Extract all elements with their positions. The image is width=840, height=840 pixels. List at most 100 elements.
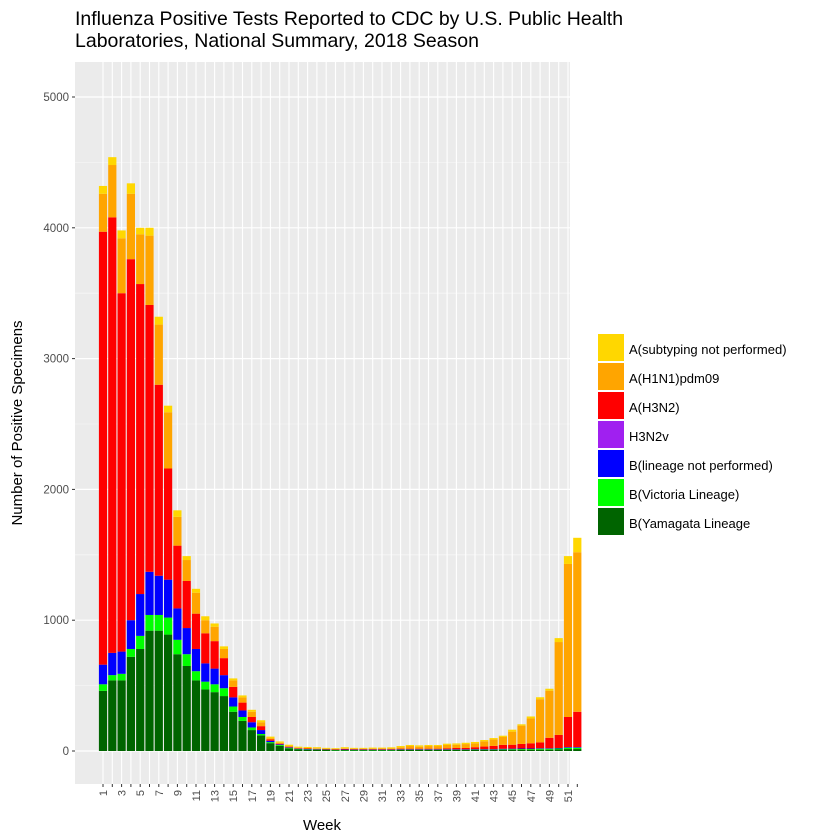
- bar-segment: [164, 412, 173, 469]
- bar-segment: [145, 235, 154, 305]
- x-tick-label: 5: [135, 790, 147, 796]
- bar-segment: [275, 745, 284, 751]
- bar-segment: [98, 193, 108, 232]
- x-tick-label: 27: [340, 790, 352, 802]
- bar-segment: [470, 749, 480, 750]
- bar-segment: [312, 749, 321, 751]
- bar-segment: [359, 749, 368, 750]
- bar-segment: [424, 746, 433, 749]
- bar-segment: [396, 749, 405, 750]
- x-axis: 1 3 5 7 9 11 13 15 17 19 21 23 25 27 29 31 33 35 37 39 41 43 4…: [98, 784, 578, 802]
- bar-segment: [257, 722, 266, 727]
- x-tick-label: 25: [321, 790, 333, 802]
- bar-segment: [461, 747, 470, 750]
- bar-segment: [545, 688, 554, 691]
- bar-segment: [229, 706, 238, 712]
- bar-segment: [182, 654, 191, 666]
- x-tick-label: 17: [247, 790, 259, 802]
- bar-segment: [173, 516, 182, 546]
- y-tick-label: 2000: [43, 484, 69, 496]
- bar-segment: [359, 749, 368, 751]
- bar-segment: [154, 630, 163, 751]
- bar-segment: [312, 748, 321, 750]
- bar-segment: [201, 620, 210, 634]
- bar-segment: [266, 740, 275, 743]
- bar-segment: [247, 711, 256, 717]
- bar-segment: [322, 749, 331, 751]
- bar-segment: [182, 556, 191, 561]
- bar-segment: [480, 749, 489, 750]
- bar-segment: [201, 633, 210, 664]
- x-tick-label: 31: [377, 790, 389, 802]
- x-tick-label: 21: [284, 790, 296, 802]
- bar-segment: [229, 697, 238, 707]
- bar-segment: [443, 748, 452, 750]
- bar-segment: [154, 324, 163, 385]
- bar-segment: [387, 747, 396, 749]
- bar-segment: [284, 747, 294, 749]
- bar-segment: [489, 745, 498, 750]
- bar-segment: [526, 748, 535, 750]
- bar-segment: [526, 743, 535, 749]
- x-tick-label: 35: [414, 790, 426, 802]
- bar-segment: [480, 746, 489, 750]
- x-tick-label: 3: [117, 790, 129, 796]
- bar-segment: [322, 748, 331, 750]
- bar-segment: [238, 702, 247, 711]
- bar-stacks: [98, 157, 582, 751]
- x-tick-label: 9: [172, 790, 184, 796]
- bar-segment: [470, 747, 480, 750]
- bar-segment: [470, 743, 480, 748]
- bar-segment: [563, 747, 573, 750]
- bar-segment: [219, 646, 228, 649]
- legend-swatch: [598, 508, 624, 535]
- bar-segment: [498, 748, 507, 750]
- bar-segment: [257, 735, 266, 751]
- chart-title: Influenza Positive Tests Reported to CDC…: [75, 8, 623, 52]
- bar-segment: [563, 563, 573, 717]
- bar-segment: [573, 747, 582, 750]
- y-axis: 0 1000 2000 3000 4000 5000: [43, 92, 75, 758]
- bar-segment: [210, 668, 219, 685]
- bar-segment: [350, 749, 359, 750]
- bar-segment: [461, 742, 470, 745]
- bar-segment: [238, 697, 247, 703]
- bar-segment: [126, 193, 135, 260]
- bar-segment: [108, 675, 117, 681]
- bar-segment: [554, 749, 563, 751]
- bar-segment: [563, 749, 573, 751]
- bar-segment: [405, 749, 414, 751]
- bar-segment: [331, 750, 340, 751]
- bar-segment: [368, 748, 377, 750]
- bar-segment: [331, 748, 340, 750]
- bar-segment: [554, 642, 563, 735]
- legend-label: A(subtyping not performed): [629, 342, 787, 357]
- x-tick-label: 51: [563, 790, 575, 802]
- bar-segment: [387, 749, 396, 751]
- bar-segment: [229, 680, 238, 687]
- bar-segment: [563, 747, 573, 748]
- bar-segment: [136, 648, 145, 751]
- bar-segment: [219, 658, 228, 676]
- bar-segment: [443, 743, 452, 745]
- bar-segment: [489, 749, 498, 750]
- bar-segment: [545, 748, 554, 750]
- bar-segment: [340, 747, 349, 749]
- bar-segment: [145, 304, 154, 572]
- bar-segment: [433, 749, 442, 750]
- bar-segment: [573, 537, 582, 553]
- bar-segment: [396, 748, 405, 750]
- legend-swatch: [598, 479, 624, 506]
- bar-segment: [508, 749, 517, 751]
- bar-segment: [536, 748, 545, 749]
- bar-segment: [98, 664, 108, 685]
- bar-segment: [136, 594, 145, 636]
- bar-segment: [480, 749, 489, 751]
- bar-segment: [145, 227, 154, 236]
- bar-segment: [294, 747, 303, 749]
- bar-segment: [191, 592, 201, 614]
- bar-segment: [136, 635, 145, 649]
- bar-segment: [536, 697, 545, 700]
- bar-segment: [284, 746, 294, 748]
- bar-segment: [517, 749, 526, 751]
